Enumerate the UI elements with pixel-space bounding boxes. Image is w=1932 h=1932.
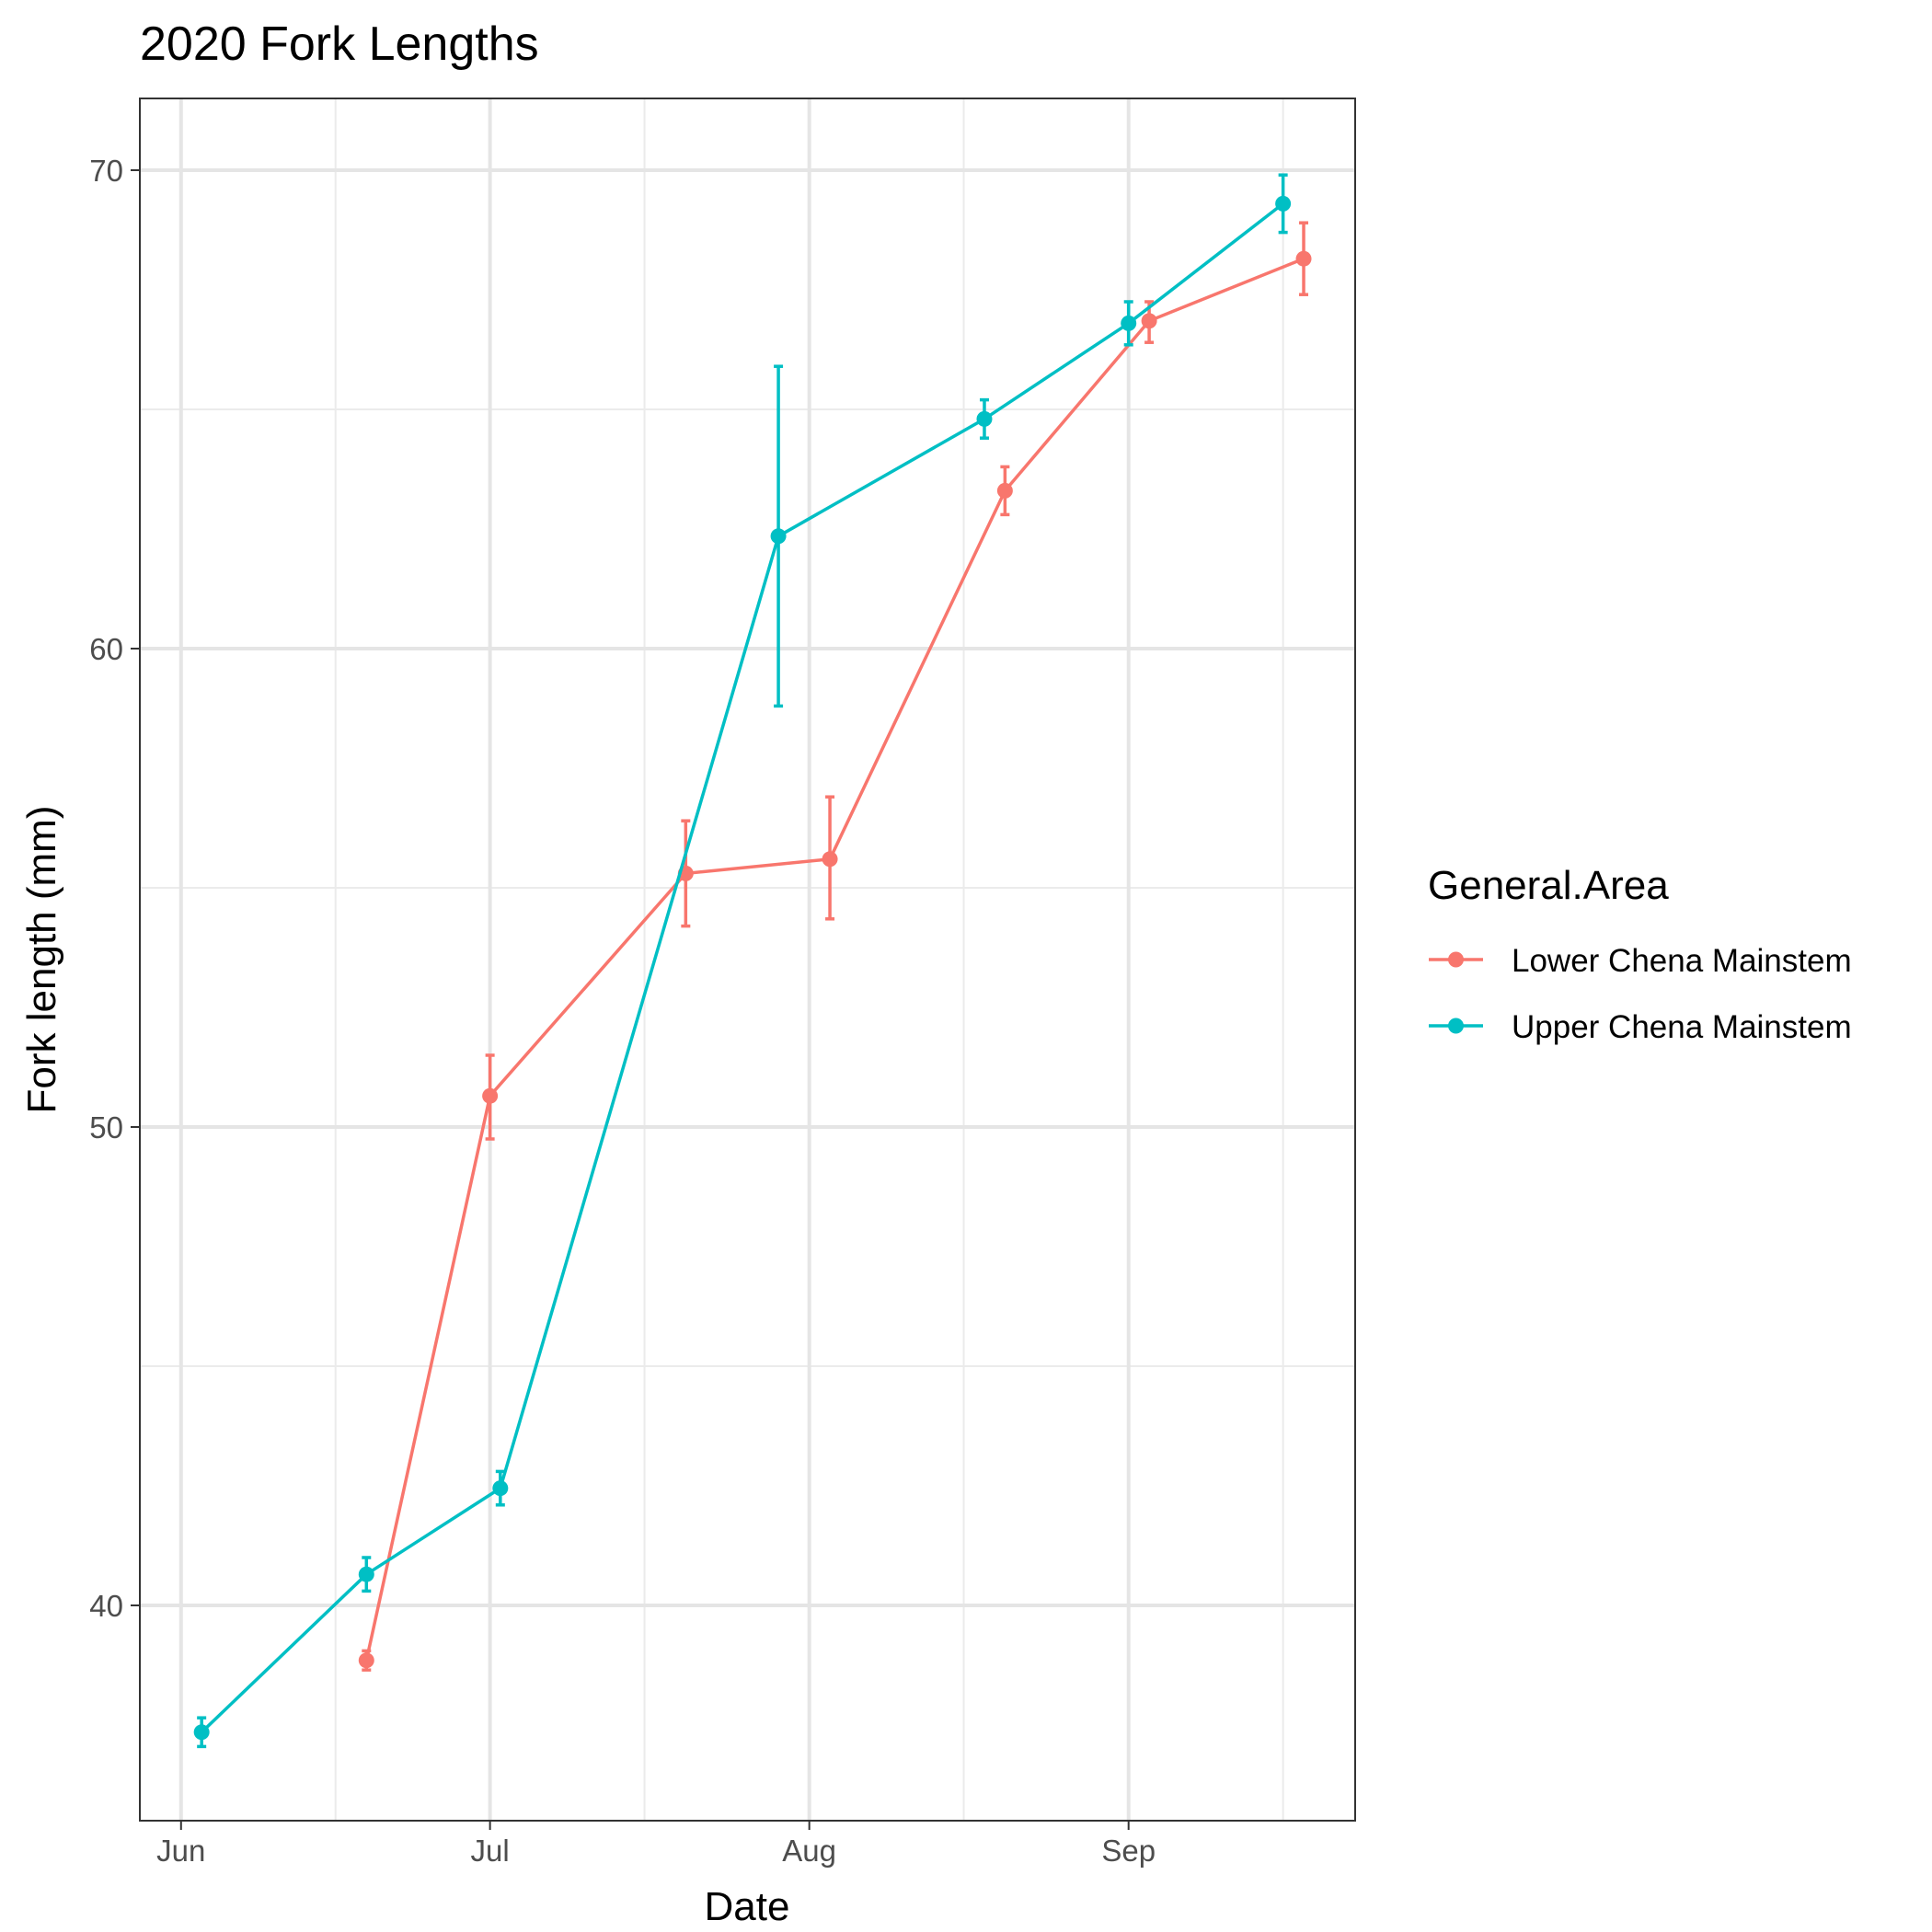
x-tick-label: Jun: [156, 1834, 205, 1868]
plot-panel-border: [139, 98, 1356, 1822]
x-axis-title: Date: [705, 1884, 790, 1929]
data-point: [358, 1652, 374, 1669]
legend-item-lower-chena-mainstem: Lower Chena Mainstem: [1429, 943, 1852, 979]
data-point: [1141, 313, 1157, 329]
data-point: [492, 1480, 509, 1497]
series-lower-chena-mainstem: [358, 221, 1312, 1672]
data-point: [976, 410, 993, 427]
y-axis-title: Fork length (mm): [19, 806, 64, 1114]
y-tick-label: 70: [89, 154, 123, 188]
data-point: [1295, 250, 1312, 267]
legend-label: Upper Chena Mainstem: [1512, 1009, 1852, 1045]
y-tick-label: 40: [89, 1589, 123, 1623]
data-point: [822, 851, 838, 868]
data-point: [996, 482, 1013, 499]
legend-title: General.Area: [1428, 863, 1669, 908]
chart-title: 2020 Fork Lengths: [140, 17, 539, 71]
x-tick-label: Aug: [782, 1834, 836, 1868]
grid: [140, 98, 1355, 1821]
data-point: [482, 1087, 499, 1104]
x-tick-label: Sep: [1101, 1834, 1156, 1868]
data-point: [193, 1724, 210, 1741]
series-upper-chena-mainstem: [193, 173, 1292, 1749]
y-tick-label: 50: [89, 1110, 123, 1144]
data-point: [770, 528, 787, 545]
legend-key-point: [1448, 1018, 1464, 1034]
legend-item-upper-chena-mainstem: Upper Chena Mainstem: [1429, 1009, 1852, 1045]
y-tick-label: 60: [89, 632, 123, 666]
plot-panel-background: [140, 98, 1355, 1821]
legend-key-point: [1448, 951, 1464, 968]
series-layer: [193, 173, 1312, 1749]
x-tick-label: Jul: [471, 1834, 510, 1868]
data-point: [1275, 195, 1292, 212]
axes: 40 50 60 70 Jun Jul Aug Sep: [89, 154, 1156, 1868]
legend: General.Area Lower Chena Mainstem Upper C…: [1428, 863, 1852, 1045]
data-point: [358, 1566, 374, 1582]
data-point: [1121, 315, 1137, 331]
legend-label: Lower Chena Mainstem: [1512, 943, 1852, 979]
